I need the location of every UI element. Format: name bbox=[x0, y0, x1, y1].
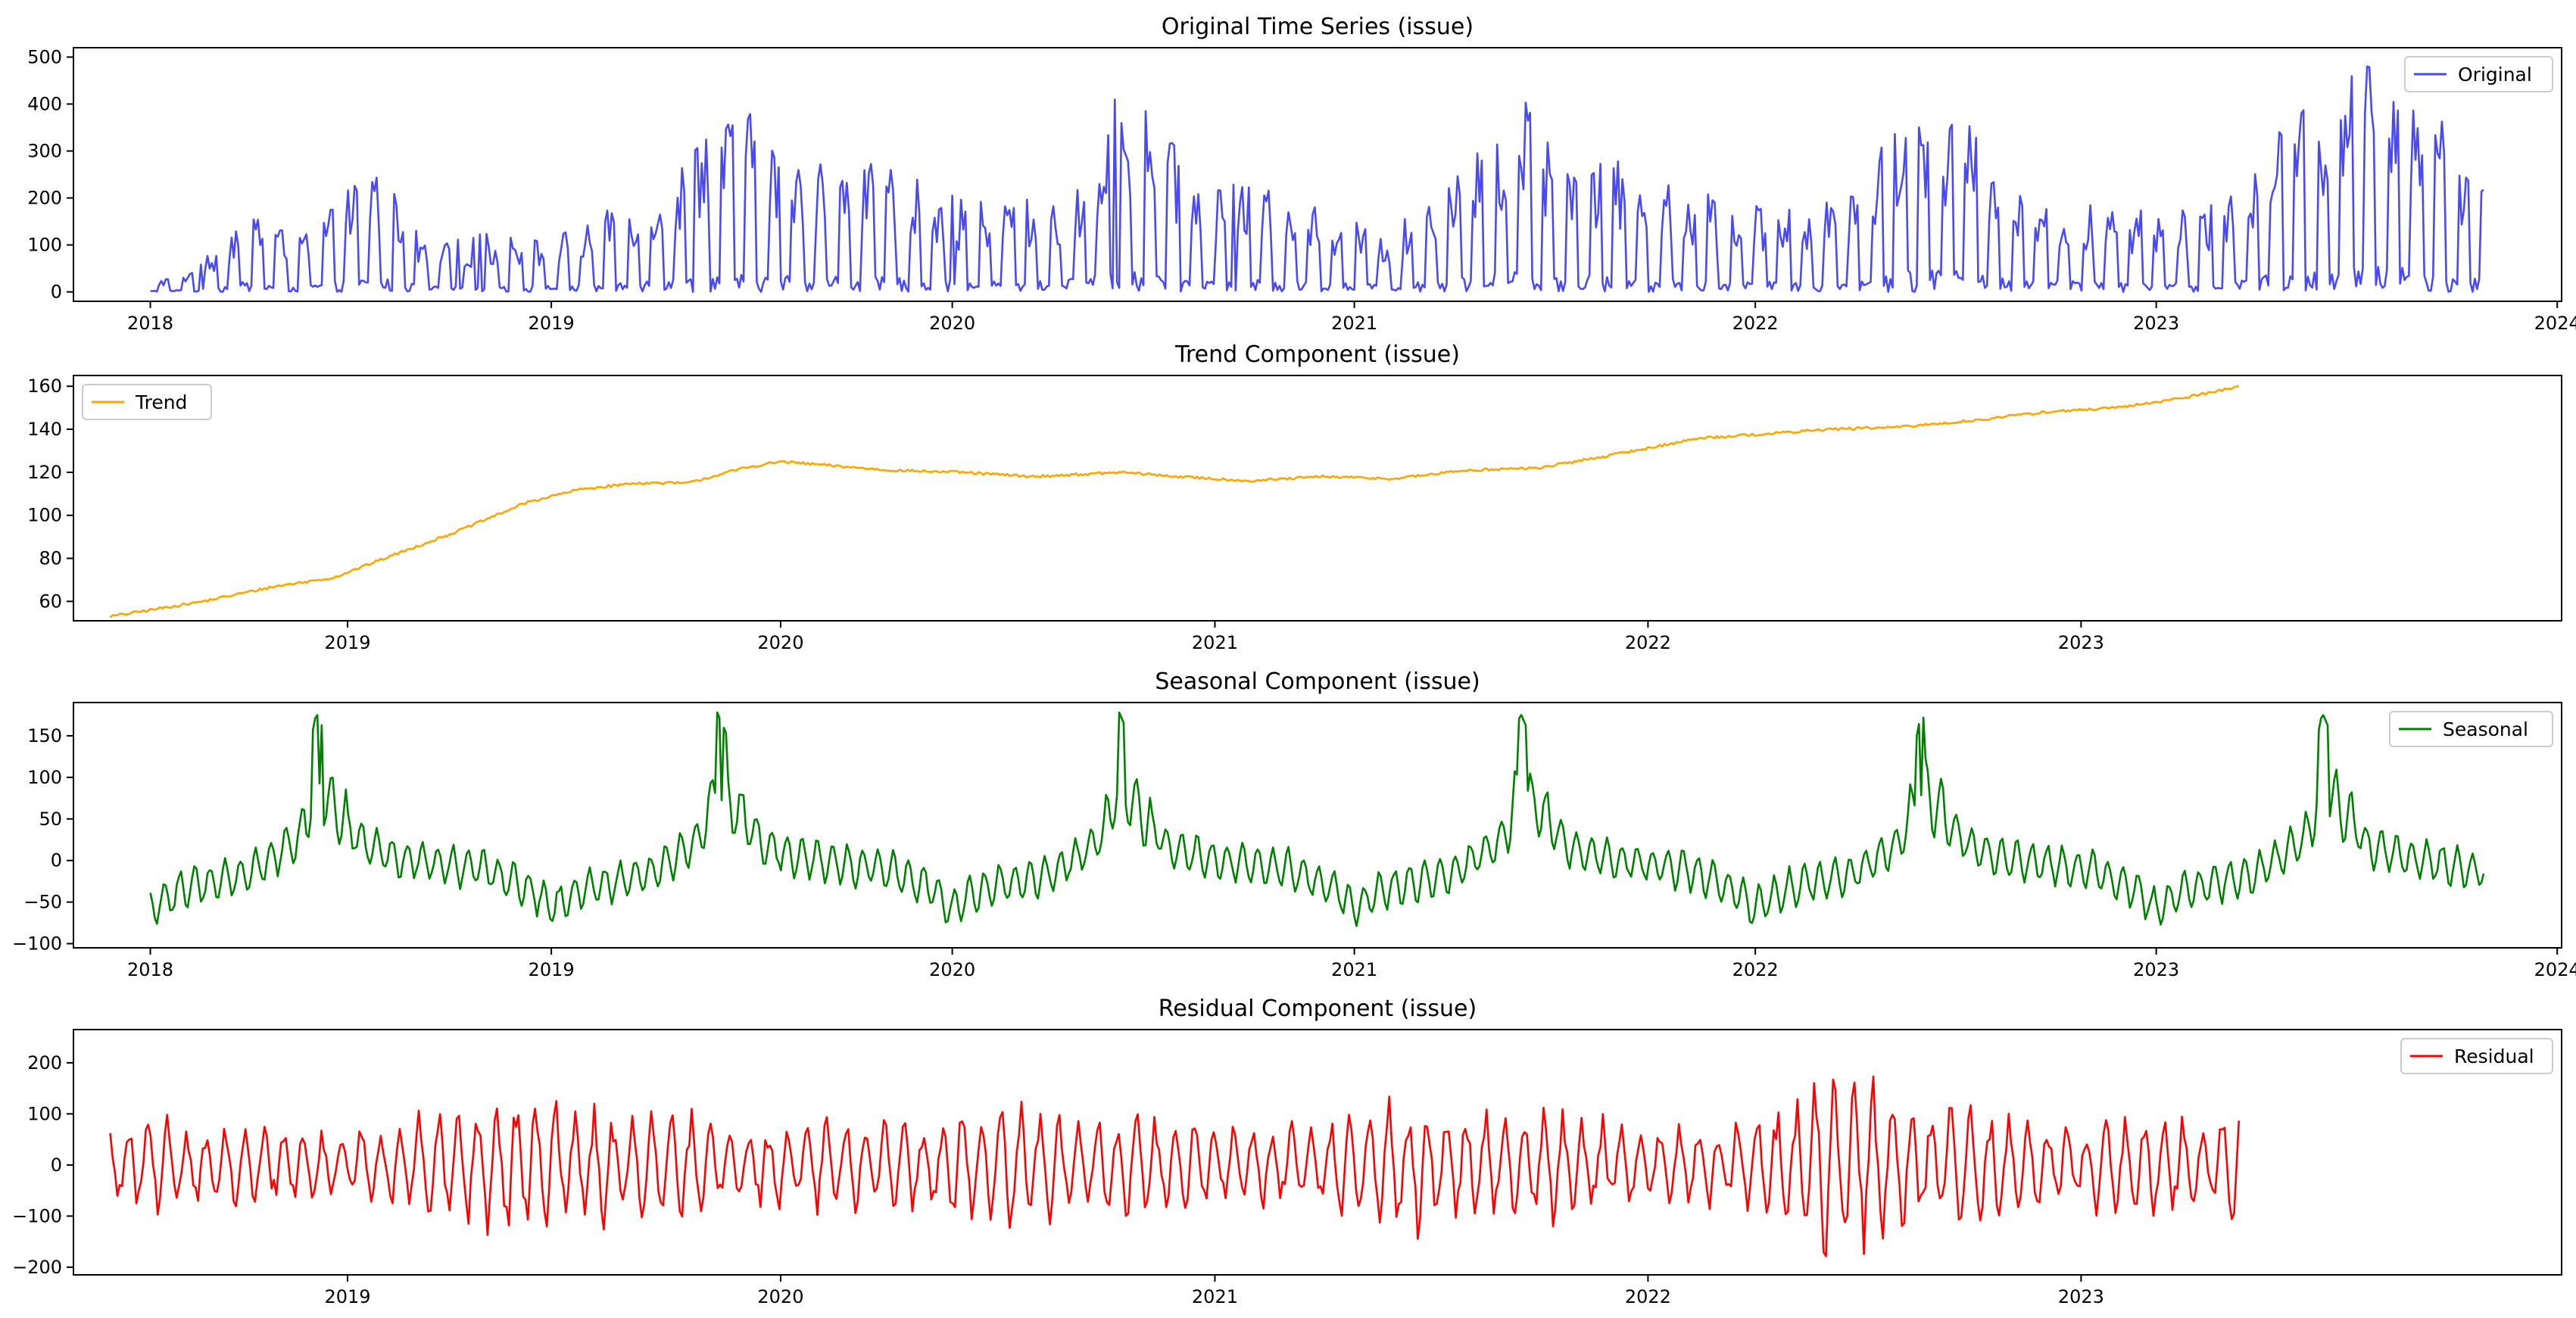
x-tick-label: 2020 bbox=[929, 313, 975, 334]
y-tick-label: 500 bbox=[27, 46, 62, 67]
panel-title: Trend Component (issue) bbox=[1174, 341, 1460, 368]
x-tick-label: 2018 bbox=[127, 959, 173, 980]
panel-title: Residual Component (issue) bbox=[1159, 996, 1477, 1022]
y-tick-label: 100 bbox=[27, 767, 62, 788]
x-tick-label: 2023 bbox=[2058, 632, 2104, 653]
x-tick-label: 2022 bbox=[1625, 632, 1671, 653]
y-tick-label: −200 bbox=[12, 1257, 62, 1278]
x-tick-label: 2023 bbox=[2133, 959, 2179, 980]
x-tick-label: 2023 bbox=[2058, 1286, 2104, 1307]
y-tick-label: 200 bbox=[27, 188, 62, 209]
legend-box bbox=[2404, 56, 2553, 92]
y-tick-label: 150 bbox=[27, 725, 62, 746]
legend-label: Trend bbox=[135, 391, 187, 413]
legend-label: Residual bbox=[2454, 1045, 2534, 1067]
plot-area bbox=[73, 375, 2562, 622]
x-tick-label: 2021 bbox=[1331, 959, 1377, 980]
y-tick-label: 100 bbox=[27, 235, 62, 256]
plot-area bbox=[73, 702, 2562, 949]
y-tick-label: 0 bbox=[51, 1154, 62, 1176]
legend-box bbox=[82, 384, 212, 420]
y-tick-label: −100 bbox=[12, 933, 62, 955]
y-tick-label: 300 bbox=[27, 140, 62, 161]
series-line-trend bbox=[109, 385, 2240, 618]
legend-box bbox=[2400, 1038, 2553, 1074]
y-tick-label: 140 bbox=[27, 419, 62, 440]
legend-label: Original bbox=[2458, 64, 2532, 86]
y-tick-label: 80 bbox=[39, 548, 62, 569]
x-tick-label: 2020 bbox=[757, 632, 803, 653]
x-tick-label: 2022 bbox=[1732, 959, 1779, 980]
x-tick-label: 2021 bbox=[1192, 1286, 1238, 1307]
y-tick-label: 0 bbox=[51, 850, 62, 871]
panel-3: Seasonal Component (issue) 2018 2019 2020 20… bbox=[12, 668, 2576, 980]
x-tick-label: 2024 bbox=[2534, 313, 2576, 334]
y-tick-label: 100 bbox=[27, 505, 62, 526]
series-line-seasonal bbox=[149, 711, 2485, 927]
x-tick-label: 2021 bbox=[1331, 313, 1377, 334]
series-line-residual bbox=[109, 1075, 2241, 1257]
x-tick-label: 2019 bbox=[529, 959, 575, 980]
plot-area bbox=[73, 47, 2562, 302]
series-line-original bbox=[150, 65, 2484, 293]
legend: Seasonal bbox=[2389, 711, 2553, 747]
y-tick-label: 160 bbox=[27, 375, 62, 397]
y-tick-label: 120 bbox=[27, 462, 62, 483]
x-tick-label: 2020 bbox=[929, 959, 975, 980]
y-tick-label: −100 bbox=[12, 1205, 62, 1226]
y-tick-label: 400 bbox=[27, 93, 62, 114]
y-tick-label: 50 bbox=[39, 809, 62, 830]
panel-1: Original Time Series (issue) 2018 2019 2020… bbox=[27, 14, 2576, 334]
x-tick-label: 2022 bbox=[1625, 1286, 1671, 1307]
panel-4: Residual Component (issue) 2019 2020 2021 20… bbox=[12, 996, 2562, 1307]
legend-box bbox=[2389, 711, 2553, 747]
x-tick-label: 2021 bbox=[1192, 632, 1238, 653]
x-tick-label: 2019 bbox=[324, 1286, 370, 1307]
legend-label: Seasonal bbox=[2443, 718, 2528, 740]
legend: Residual bbox=[2400, 1038, 2553, 1074]
panel-2: Trend Component (issue) 2019 2020 2021 2022 2… bbox=[27, 341, 2562, 653]
y-tick-label: 0 bbox=[51, 282, 62, 303]
y-tick-label: −50 bbox=[23, 892, 62, 913]
y-tick-label: 200 bbox=[27, 1052, 62, 1073]
x-tick-label: 2020 bbox=[757, 1286, 803, 1307]
x-tick-label: 2024 bbox=[2534, 959, 2576, 980]
x-tick-label: 2019 bbox=[324, 632, 370, 653]
x-tick-label: 2023 bbox=[2133, 313, 2179, 334]
plot-area bbox=[73, 1029, 2562, 1276]
legend: Original bbox=[2404, 56, 2553, 92]
y-tick-label: 100 bbox=[27, 1103, 62, 1124]
x-tick-label: 2018 bbox=[127, 313, 173, 334]
panel-title: Original Time Series (issue) bbox=[1162, 14, 1474, 40]
legend: Trend bbox=[82, 384, 212, 420]
x-tick-label: 2022 bbox=[1732, 313, 1779, 334]
y-tick-label: 60 bbox=[39, 590, 62, 612]
panel-title: Seasonal Component (issue) bbox=[1155, 668, 1480, 695]
x-tick-label: 2019 bbox=[529, 313, 575, 334]
